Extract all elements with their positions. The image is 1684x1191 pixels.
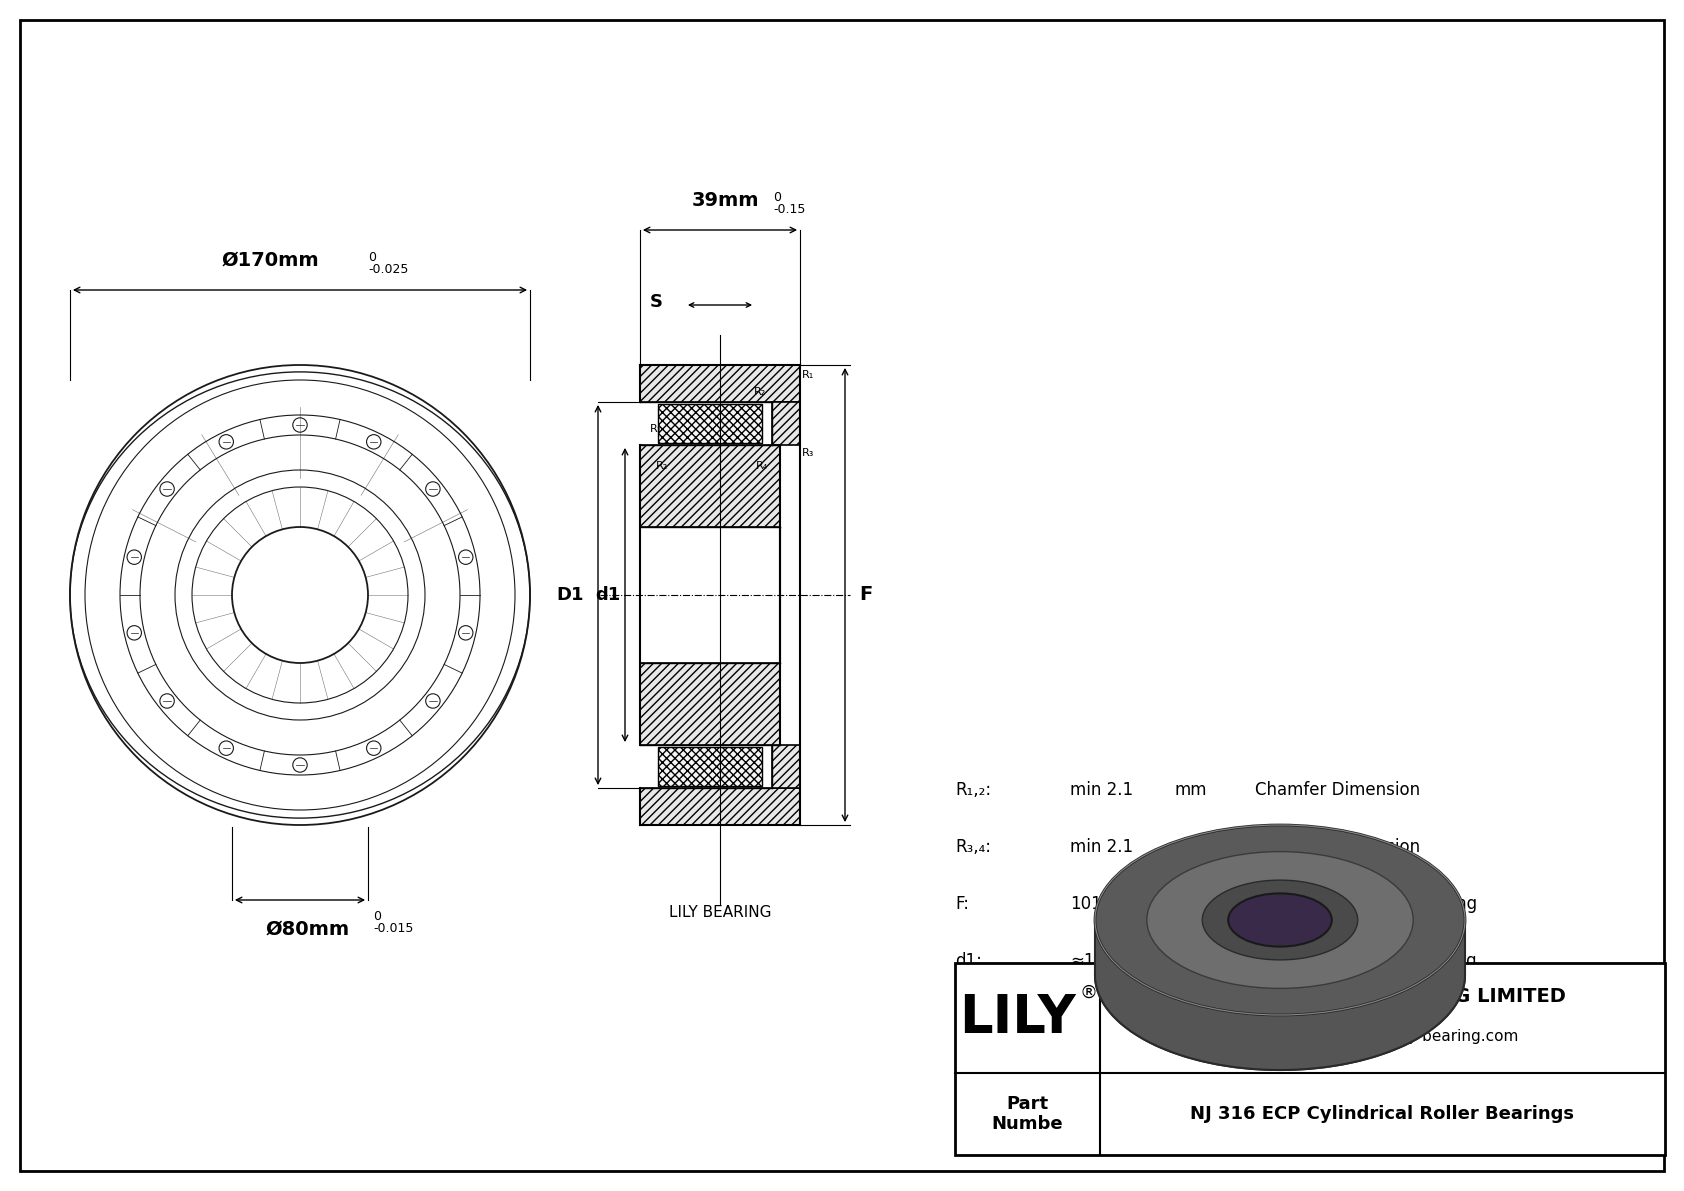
Text: Chamfer Dimension: Chamfer Dimension	[1255, 838, 1420, 856]
Text: NJ 316 ECP Cylindrical Roller Bearings: NJ 316 ECP Cylindrical Roller Bearings	[1191, 1105, 1575, 1123]
Text: R₁: R₁	[650, 424, 662, 434]
Ellipse shape	[1095, 880, 1465, 1070]
Polygon shape	[1228, 919, 1332, 1002]
Text: R₂: R₂	[655, 461, 669, 470]
Text: R₄: R₄	[756, 461, 768, 470]
Text: R₁,₂:: R₁,₂:	[955, 781, 992, 799]
Text: mm: mm	[1175, 1009, 1207, 1027]
Text: 0: 0	[372, 910, 381, 923]
Text: R₁: R₁	[802, 370, 813, 380]
Text: mm: mm	[1175, 952, 1207, 969]
Bar	[640, 788, 800, 825]
Bar	[955, 964, 1665, 1155]
Text: max 2.1: max 2.1	[1069, 1066, 1138, 1084]
Text: 0: 0	[773, 191, 781, 204]
Ellipse shape	[1202, 880, 1357, 960]
Text: F:: F:	[955, 894, 968, 913]
Text: Chamfer Dimension: Chamfer Dimension	[1255, 781, 1420, 799]
Text: F: F	[859, 586, 872, 605]
Text: D1: D1	[556, 586, 584, 604]
Bar	[640, 663, 780, 746]
Text: LILY: LILY	[960, 992, 1076, 1045]
Text: Shoulder Dia Of Outer Ring: Shoulder Dia Of Outer Ring	[1255, 1009, 1480, 1027]
Bar	[658, 747, 761, 786]
Text: mm: mm	[1175, 838, 1207, 856]
Text: ≈110: ≈110	[1069, 952, 1115, 969]
Text: S: S	[650, 293, 663, 311]
Text: Permissible Axial Displacement: Permissible Axial Displacement	[1255, 1066, 1516, 1084]
Text: Raceway Dia Of Inner Ring: Raceway Dia Of Inner Ring	[1255, 894, 1477, 913]
Text: R₃: R₃	[802, 448, 813, 459]
Text: LILY BEARING: LILY BEARING	[669, 905, 771, 919]
Text: Ø170mm: Ø170mm	[221, 251, 318, 270]
Text: mm: mm	[1175, 781, 1207, 799]
Text: d1:: d1:	[955, 952, 982, 969]
Bar	[640, 445, 780, 526]
Text: -0.015: -0.015	[372, 922, 413, 935]
Bar	[658, 404, 761, 443]
Text: -0.025: -0.025	[369, 263, 409, 276]
Text: min 2.1: min 2.1	[1069, 838, 1133, 856]
Text: SHANGHAI LILY BEARING LIMITED: SHANGHAI LILY BEARING LIMITED	[1199, 986, 1566, 1005]
Text: ≈142.7: ≈142.7	[1069, 1009, 1132, 1027]
Text: 0: 0	[369, 251, 376, 264]
Text: Ø80mm: Ø80mm	[266, 919, 350, 939]
Text: D1:: D1:	[955, 1009, 983, 1027]
Text: Shoulder Dia Of Inner Ring: Shoulder Dia Of Inner Ring	[1255, 952, 1477, 969]
Bar	[771, 746, 800, 788]
Text: R₃,₄:: R₃,₄:	[955, 838, 990, 856]
Polygon shape	[1095, 919, 1465, 1070]
Text: d1: d1	[594, 586, 620, 604]
Text: mm: mm	[1175, 1066, 1207, 1084]
Text: min 2.1: min 2.1	[1069, 781, 1133, 799]
Bar	[640, 364, 800, 403]
Ellipse shape	[1228, 893, 1332, 947]
Text: 39mm: 39mm	[690, 191, 759, 210]
Bar	[771, 403, 800, 445]
Text: S:: S:	[955, 1066, 972, 1084]
Ellipse shape	[1147, 852, 1413, 989]
Text: R₂: R₂	[754, 387, 766, 397]
Text: mm: mm	[1175, 894, 1207, 913]
Ellipse shape	[1095, 825, 1465, 1015]
Text: -0.15: -0.15	[773, 202, 805, 216]
Text: 101: 101	[1069, 894, 1101, 913]
Text: Part
Numbe: Part Numbe	[992, 1095, 1063, 1134]
Text: ®: ®	[1079, 984, 1098, 1002]
Text: Email: lilybearing@lily-bearing.com: Email: lilybearing@lily-bearing.com	[1246, 1028, 1519, 1043]
